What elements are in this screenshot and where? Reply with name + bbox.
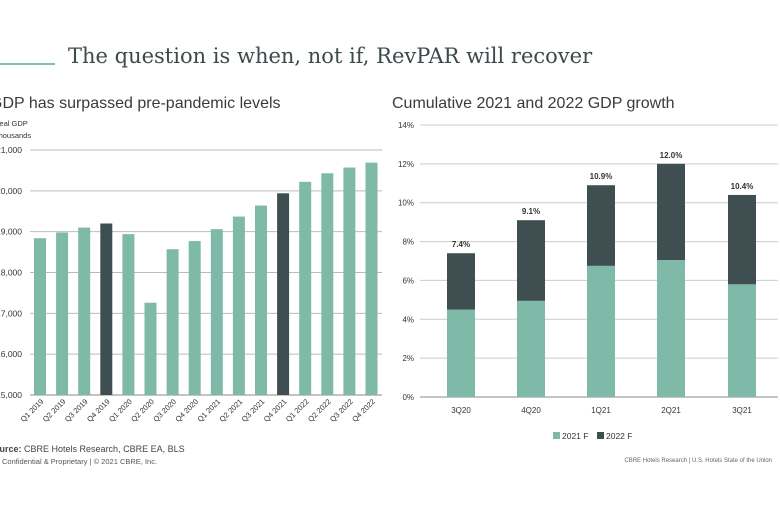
bar-2021f-1q21: [587, 265, 615, 397]
bar-q4-2019: [100, 223, 113, 395]
bar-q4-2022: [365, 162, 378, 395]
x-tick-label: 3Q20: [451, 406, 471, 415]
footer-left: Confidential & Proprietary | © 2021 CBRE…: [2, 457, 158, 466]
bar-2022f-4q20: [517, 220, 545, 301]
bar-q3-2022: [343, 167, 356, 395]
x-tick-label: Q1 2020: [107, 397, 134, 424]
bar-q2-2019: [56, 232, 69, 395]
y-tick-label: 21,000: [0, 145, 22, 155]
y-tick-label: 20,000: [0, 186, 22, 196]
source-label: Source:: [0, 444, 22, 454]
y-tick-label: 17,000: [0, 308, 22, 318]
x-tick-label: Q2 2021: [218, 397, 245, 424]
x-tick-label: Q3 2020: [151, 397, 178, 424]
x-tick-label: Q1 2021: [195, 397, 222, 424]
total-label: 10.4%: [731, 182, 754, 191]
y-tick-label: 8%: [402, 238, 414, 247]
accent-line: [0, 63, 55, 65]
x-tick-label: Q3 2021: [240, 397, 267, 424]
bar-2021f-4q20: [517, 300, 545, 397]
bar-2022f-3q21: [728, 194, 756, 285]
x-tick-label: Q2 2022: [306, 397, 333, 424]
bar-q2-2021: [232, 216, 245, 395]
x-tick-label: 2Q21: [661, 406, 681, 415]
total-label: 12.0%: [660, 151, 683, 160]
bar-q3-2021: [255, 205, 267, 395]
x-tick-label: Q3 2022: [328, 397, 355, 424]
x-tick-label: Q3 2019: [63, 397, 90, 424]
y-tick-label: 19,000: [0, 227, 22, 237]
y-tick-label: 6%: [402, 276, 414, 285]
x-tick-label: Q4 2022: [350, 397, 377, 424]
bar-q3-2020: [166, 249, 179, 395]
total-label: 7.4%: [452, 240, 470, 249]
source-text: CBRE Hotels Research, CBRE EA, BLS: [24, 444, 185, 454]
total-label: 9.1%: [522, 207, 540, 216]
bar-q3-2019: [78, 227, 91, 395]
y-tick-label: 10%: [398, 199, 414, 208]
y-tick-label: 12%: [398, 160, 414, 169]
legend-label: 2021 F: [562, 431, 588, 441]
right-chart-title: Cumulative 2021 and 2022 GDP growth: [392, 95, 675, 112]
bar-q1-2021: [210, 229, 223, 395]
y-tick-label: 2%: [402, 354, 414, 363]
x-tick-label: Q2 2019: [41, 397, 68, 424]
y-tick-label: 16,000: [0, 349, 22, 359]
x-tick-label: 4Q20: [521, 406, 541, 415]
bar-2022f-3q20: [447, 253, 475, 310]
bar-2021f-3q21: [728, 284, 756, 397]
x-tick-label: Q2 2020: [129, 397, 156, 424]
bar-2022f-2q21: [657, 163, 685, 261]
bar-2022f-1q21: [587, 185, 615, 266]
bar-2021f-3q20: [447, 309, 475, 397]
y-tick-label: 15,000: [0, 390, 22, 400]
x-tick-label: Q1 2019: [19, 397, 46, 424]
bar-q1-2019: [34, 238, 46, 395]
y-tick-label: 14%: [398, 121, 414, 130]
total-label: 10.9%: [590, 172, 613, 181]
source-note: Source: CBRE Hotels Research, CBRE EA, B…: [0, 444, 185, 454]
footer-right: CBRE Hotels Research | U.S. Hotels State…: [624, 458, 772, 464]
left-chart-title: GDP has surpassed pre-pandemic levels: [0, 95, 281, 112]
x-tick-label: 1Q21: [591, 406, 611, 415]
bar-q2-2022: [321, 173, 334, 395]
legend-swatch-2022f: [597, 432, 604, 439]
bar-q1-2022: [299, 181, 312, 395]
x-tick-label: Q4 2021: [262, 397, 289, 424]
legend-swatch-2021f: [553, 432, 560, 439]
bar-q2-2020: [144, 302, 157, 395]
y-tick-label: 18,000: [0, 268, 22, 278]
x-tick-label: Q1 2022: [284, 397, 311, 424]
x-tick-label: Q4 2019: [85, 397, 112, 424]
y-tick-label: 4%: [402, 315, 414, 324]
y-tick-label: 0%: [402, 393, 414, 402]
bar-2021f-2q21: [657, 260, 685, 397]
bar-q1-2020: [122, 234, 135, 395]
legend-label: 2022 F: [606, 431, 632, 441]
bar-q4-2021: [277, 193, 290, 395]
x-tick-label: Q4 2020: [173, 397, 200, 424]
y-axis-label: Thousands: [0, 131, 31, 140]
y-axis-label: Real GDP: [0, 119, 28, 128]
x-tick-label: 3Q21: [732, 406, 752, 415]
bar-q4-2020: [188, 241, 201, 395]
page-title: The question is when, not if, RevPAR wil…: [68, 44, 593, 68]
